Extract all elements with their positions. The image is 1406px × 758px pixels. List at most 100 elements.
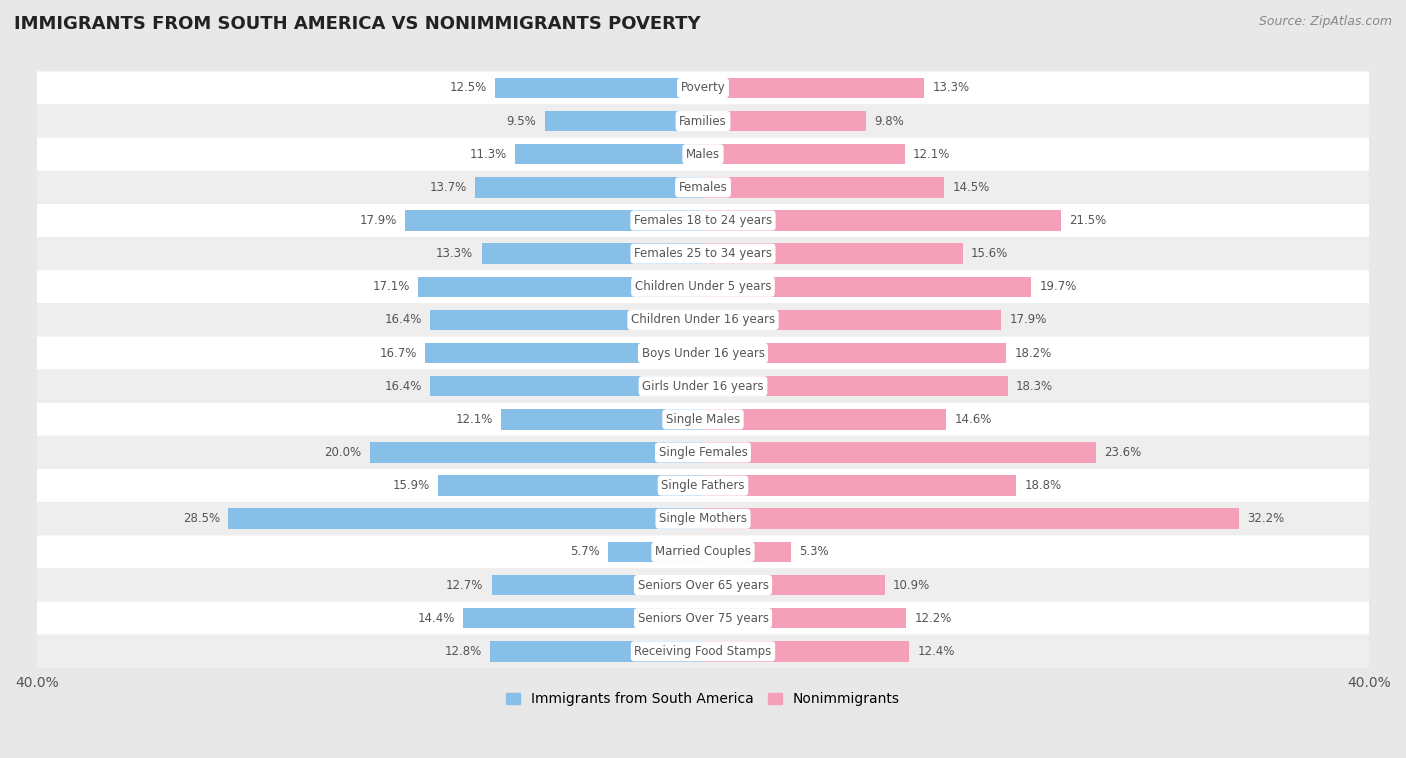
Bar (425, 343, 703, 363)
Bar (703, 442, 1097, 462)
Text: 15.6%: 15.6% (972, 247, 1008, 260)
Bar (502, 409, 703, 430)
Bar (607, 542, 703, 562)
Text: 16.4%: 16.4% (384, 313, 422, 327)
Bar (703, 177, 945, 198)
FancyBboxPatch shape (37, 568, 1369, 602)
Text: Source: ZipAtlas.com: Source: ZipAtlas.com (1258, 15, 1392, 28)
Text: Girls Under 16 years: Girls Under 16 years (643, 380, 763, 393)
FancyBboxPatch shape (37, 402, 1369, 436)
Bar (703, 309, 1001, 330)
FancyBboxPatch shape (37, 503, 1369, 535)
FancyBboxPatch shape (37, 370, 1369, 402)
Text: 12.1%: 12.1% (456, 413, 494, 426)
Text: 12.1%: 12.1% (912, 148, 950, 161)
Text: 12.5%: 12.5% (450, 81, 486, 95)
Legend: Immigrants from South America, Nonimmigrants: Immigrants from South America, Nonimmigr… (506, 693, 900, 706)
Bar (703, 210, 1062, 230)
Bar (703, 641, 910, 662)
Text: 10.9%: 10.9% (893, 578, 931, 591)
Text: Children Under 5 years: Children Under 5 years (634, 280, 772, 293)
Bar (418, 277, 703, 297)
Text: 13.3%: 13.3% (932, 81, 970, 95)
Text: 28.5%: 28.5% (183, 512, 221, 525)
Bar (703, 475, 1017, 496)
FancyBboxPatch shape (37, 303, 1369, 337)
Text: 17.9%: 17.9% (1010, 313, 1047, 327)
Text: Receiving Food Stamps: Receiving Food Stamps (634, 645, 772, 658)
Text: 12.4%: 12.4% (918, 645, 955, 658)
Bar (495, 77, 703, 99)
Bar (703, 575, 884, 595)
Text: 21.5%: 21.5% (1070, 214, 1107, 227)
Bar (430, 376, 703, 396)
Text: 19.7%: 19.7% (1039, 280, 1077, 293)
Text: Females 25 to 34 years: Females 25 to 34 years (634, 247, 772, 260)
FancyBboxPatch shape (37, 138, 1369, 171)
Bar (703, 243, 963, 264)
Text: Single Females: Single Females (658, 446, 748, 459)
Text: 16.4%: 16.4% (384, 380, 422, 393)
Text: 9.5%: 9.5% (506, 114, 537, 127)
Bar (439, 475, 703, 496)
Text: Boys Under 16 years: Boys Under 16 years (641, 346, 765, 359)
Text: 14.4%: 14.4% (418, 612, 456, 625)
Text: 20.0%: 20.0% (325, 446, 361, 459)
Text: Females: Females (679, 181, 727, 194)
Text: IMMIGRANTS FROM SOUTH AMERICA VS NONIMMIGRANTS POVERTY: IMMIGRANTS FROM SOUTH AMERICA VS NONIMMI… (14, 15, 700, 33)
FancyBboxPatch shape (37, 270, 1369, 303)
Bar (703, 409, 946, 430)
Text: 14.6%: 14.6% (955, 413, 991, 426)
FancyBboxPatch shape (37, 602, 1369, 634)
FancyBboxPatch shape (37, 237, 1369, 270)
Text: Males: Males (686, 148, 720, 161)
Text: 12.8%: 12.8% (444, 645, 481, 658)
Text: 9.8%: 9.8% (875, 114, 904, 127)
Text: Families: Families (679, 114, 727, 127)
Bar (703, 376, 1008, 396)
FancyBboxPatch shape (37, 171, 1369, 204)
Bar (370, 442, 703, 462)
Bar (544, 111, 703, 131)
FancyBboxPatch shape (37, 535, 1369, 568)
Bar (703, 343, 1007, 363)
Text: 18.8%: 18.8% (1025, 479, 1062, 492)
Bar (703, 608, 907, 628)
Text: Seniors Over 75 years: Seniors Over 75 years (637, 612, 769, 625)
Text: 15.9%: 15.9% (392, 479, 430, 492)
Bar (703, 277, 1031, 297)
Text: 12.2%: 12.2% (914, 612, 952, 625)
Text: 11.3%: 11.3% (470, 148, 506, 161)
Text: 18.2%: 18.2% (1014, 346, 1052, 359)
Text: Married Couples: Married Couples (655, 546, 751, 559)
Text: Single Fathers: Single Fathers (661, 479, 745, 492)
Text: 13.3%: 13.3% (436, 247, 474, 260)
Text: 32.2%: 32.2% (1247, 512, 1285, 525)
Text: 14.5%: 14.5% (953, 181, 990, 194)
Text: 16.7%: 16.7% (380, 346, 416, 359)
Bar (475, 177, 703, 198)
Bar (703, 509, 1239, 529)
FancyBboxPatch shape (37, 469, 1369, 503)
FancyBboxPatch shape (37, 436, 1369, 469)
FancyBboxPatch shape (37, 71, 1369, 105)
Text: Females 18 to 24 years: Females 18 to 24 years (634, 214, 772, 227)
FancyBboxPatch shape (37, 204, 1369, 237)
Text: 17.1%: 17.1% (373, 280, 411, 293)
Text: Seniors Over 65 years: Seniors Over 65 years (637, 578, 769, 591)
Text: 5.3%: 5.3% (800, 546, 830, 559)
Bar (703, 542, 792, 562)
Text: 13.7%: 13.7% (429, 181, 467, 194)
Text: 18.3%: 18.3% (1017, 380, 1053, 393)
Bar (228, 509, 703, 529)
Bar (481, 243, 703, 264)
Bar (703, 77, 925, 99)
Text: 12.7%: 12.7% (446, 578, 484, 591)
Bar (430, 309, 703, 330)
Text: Single Mothers: Single Mothers (659, 512, 747, 525)
FancyBboxPatch shape (37, 337, 1369, 370)
Text: Single Males: Single Males (666, 413, 740, 426)
Text: 23.6%: 23.6% (1104, 446, 1142, 459)
Text: 5.7%: 5.7% (569, 546, 600, 559)
Bar (405, 210, 703, 230)
